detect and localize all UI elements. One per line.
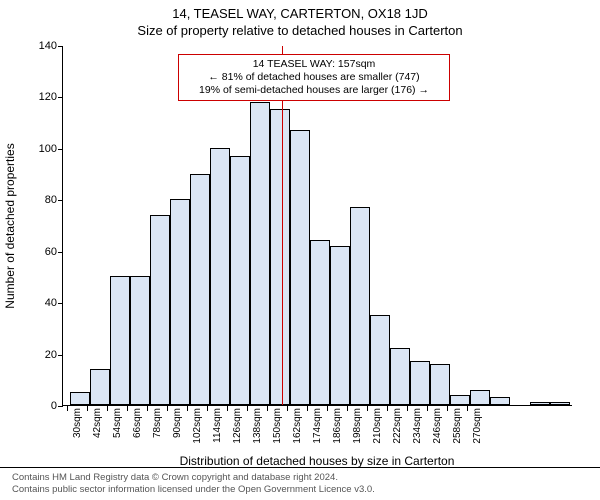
histogram-bar	[90, 369, 110, 405]
y-tick: 60	[23, 246, 57, 258]
chart-title-address: 14, TEASEL WAY, CARTERTON, OX18 1JD	[0, 0, 600, 21]
histogram-bar	[190, 174, 210, 405]
histogram-bar	[390, 348, 410, 405]
x-tick: 198sqm	[352, 408, 363, 458]
histogram-bar	[550, 402, 570, 405]
x-tick: 174sqm	[312, 408, 323, 458]
x-tick: 258sqm	[452, 408, 463, 458]
x-tick: 66sqm	[132, 408, 143, 458]
x-tick: 150sqm	[272, 408, 283, 458]
histogram-bar	[530, 402, 550, 405]
x-tick: 90sqm	[172, 408, 183, 458]
x-tick: 54sqm	[112, 408, 123, 458]
footer-line-2: Contains public sector information licen…	[12, 484, 588, 496]
x-tick: 186sqm	[332, 408, 343, 458]
y-tick: 20	[23, 349, 57, 361]
y-tick: 80	[23, 194, 57, 206]
x-tick: 102sqm	[192, 408, 203, 458]
annotation-line: ← 81% of detached houses are smaller (74…	[185, 71, 443, 84]
y-tick: 140	[23, 40, 57, 52]
x-tick: 30sqm	[72, 408, 83, 458]
x-axis-label: Distribution of detached houses by size …	[62, 454, 572, 468]
histogram-bar	[310, 240, 330, 405]
histogram-bar	[130, 276, 150, 405]
x-tick: 270sqm	[472, 408, 483, 458]
histogram-bar	[450, 395, 470, 405]
y-tick: 120	[23, 91, 57, 103]
x-tick: 138sqm	[252, 408, 263, 458]
footer-line-1: Contains HM Land Registry data © Crown c…	[12, 472, 588, 484]
attribution-footer: Contains HM Land Registry data © Crown c…	[0, 467, 600, 500]
histogram-bar	[350, 207, 370, 405]
x-tick: 210sqm	[372, 408, 383, 458]
plot-area: 02040608010012014030sqm42sqm54sqm66sqm78…	[62, 46, 572, 406]
x-tick: 42sqm	[92, 408, 103, 458]
chart-area: Number of detached properties 0204060801…	[62, 46, 572, 406]
annotation-box: 14 TEASEL WAY: 157sqm← 81% of detached h…	[178, 54, 450, 101]
y-tick: 0	[23, 400, 57, 412]
x-tick: 126sqm	[232, 408, 243, 458]
histogram-bar	[410, 361, 430, 405]
x-tick: 78sqm	[152, 408, 163, 458]
histogram-bar	[210, 148, 230, 405]
histogram-bar	[150, 215, 170, 405]
histogram-bar	[170, 199, 190, 405]
histogram-bar	[270, 109, 290, 405]
chart-title-subtitle: Size of property relative to detached ho…	[0, 21, 600, 38]
histogram-bar	[110, 276, 130, 405]
y-axis-label: Number of detached properties	[3, 143, 17, 308]
histogram-bar	[430, 364, 450, 405]
histogram-bar	[230, 156, 250, 405]
histogram-bar	[370, 315, 390, 405]
x-tick: 114sqm	[212, 408, 223, 458]
histogram-bar	[250, 102, 270, 405]
histogram-bar	[330, 246, 350, 405]
y-tick: 40	[23, 297, 57, 309]
histogram-bar	[470, 390, 490, 405]
histogram-bar	[490, 397, 510, 405]
histogram-bar	[70, 392, 90, 405]
annotation-line: 14 TEASEL WAY: 157sqm	[185, 58, 443, 71]
annotation-line: 19% of semi-detached houses are larger (…	[185, 84, 443, 97]
x-tick: 246sqm	[432, 408, 443, 458]
x-tick: 222sqm	[392, 408, 403, 458]
x-tick: 234sqm	[412, 408, 423, 458]
y-tick: 100	[23, 143, 57, 155]
x-tick: 162sqm	[292, 408, 303, 458]
histogram-bar	[290, 130, 310, 405]
